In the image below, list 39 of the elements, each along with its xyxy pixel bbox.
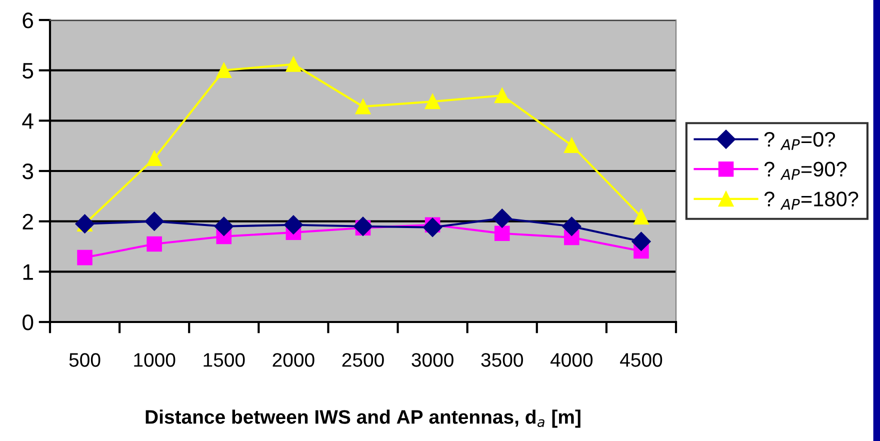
point bbox=[634, 209, 649, 224]
point bbox=[144, 212, 164, 231]
point bbox=[562, 216, 582, 236]
point bbox=[214, 216, 234, 236]
x-tick-label: 1000 bbox=[134, 353, 176, 367]
point bbox=[492, 208, 512, 228]
x-tick-label: 3500 bbox=[481, 353, 523, 367]
x-tick-label: 500 bbox=[69, 353, 100, 367]
y-tick-label: 1 bbox=[23, 264, 33, 280]
x-tick-label: 1500 bbox=[204, 353, 245, 367]
point bbox=[353, 216, 373, 236]
point bbox=[494, 88, 510, 104]
y-tick-label: 4 bbox=[22, 113, 34, 129]
point bbox=[494, 226, 510, 242]
point bbox=[355, 98, 371, 114]
point bbox=[424, 94, 440, 110]
point bbox=[77, 250, 92, 266]
legend-label: ? $_{AP}$=0? bbox=[764, 132, 835, 150]
point bbox=[632, 232, 651, 251]
y-tick-label: 5 bbox=[22, 63, 34, 79]
y-tick-label: 6 bbox=[22, 12, 34, 28]
y-tick-label: 3 bbox=[22, 164, 34, 180]
y-tick-label: 0 bbox=[22, 314, 34, 330]
point bbox=[564, 138, 580, 153]
x-tick-label: 2000 bbox=[272, 353, 314, 367]
y-tick-label: 2 bbox=[22, 214, 33, 230]
x-tick-label: 2500 bbox=[342, 353, 384, 367]
point bbox=[146, 150, 162, 166]
legend-label: ? $_{AP}$=180? bbox=[764, 192, 858, 210]
point bbox=[286, 56, 302, 72]
point bbox=[284, 215, 303, 234]
x-axis-title: Distance between IWS and AP antennas, d$_{a}$ [m] bbox=[146, 410, 580, 428]
legend-label: ? $_{AP}$=90? bbox=[764, 162, 847, 180]
x-tick-label: 4000 bbox=[550, 353, 593, 367]
point bbox=[423, 218, 442, 237]
x-tick-label: 3000 bbox=[412, 353, 454, 367]
x-tick-label: 4500 bbox=[620, 353, 662, 367]
point bbox=[146, 236, 162, 252]
point bbox=[216, 62, 232, 78]
